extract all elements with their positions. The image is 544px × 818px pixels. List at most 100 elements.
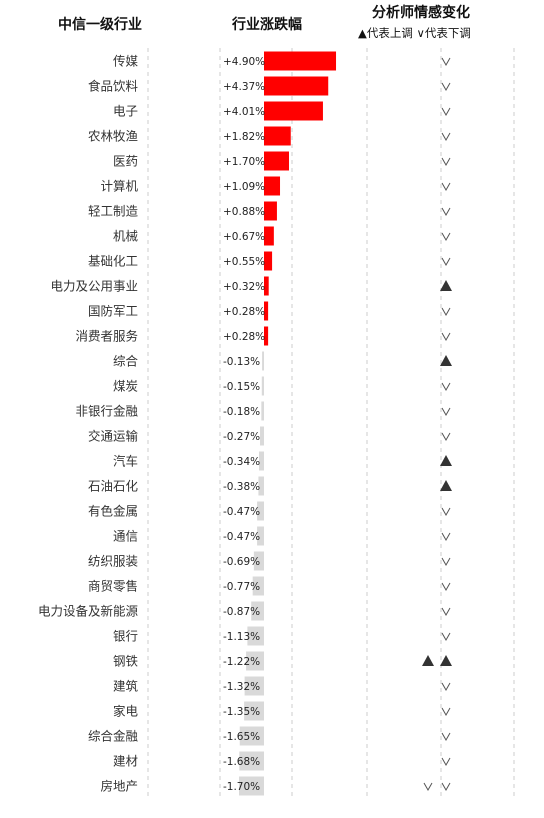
category-label: 传媒 bbox=[113, 54, 139, 69]
bar-positive bbox=[264, 51, 337, 71]
bar-positive bbox=[264, 76, 329, 96]
up-marker-icon bbox=[440, 280, 452, 291]
bar-positive bbox=[264, 276, 269, 296]
category-label: 建材 bbox=[113, 754, 138, 769]
down-marker-icon bbox=[441, 182, 451, 192]
change-header: 行业涨跌幅 bbox=[232, 17, 302, 33]
bar-negative bbox=[257, 526, 264, 546]
down-marker-icon bbox=[441, 557, 451, 567]
down-marker-icon bbox=[441, 257, 451, 267]
category-label: 机械 bbox=[113, 229, 139, 244]
value-label: +4.01% bbox=[223, 106, 265, 118]
bar-negative bbox=[260, 426, 264, 446]
bar-positive bbox=[264, 201, 277, 221]
value-label: -0.47% bbox=[223, 506, 260, 518]
down-marker-icon bbox=[441, 582, 451, 592]
category-label: 电子 bbox=[113, 104, 138, 119]
bar-negative bbox=[239, 726, 264, 746]
down-marker-icon bbox=[441, 507, 451, 517]
value-label: -0.47% bbox=[223, 531, 260, 543]
value-label: -0.13% bbox=[223, 356, 260, 368]
bar-negative bbox=[258, 476, 264, 496]
value-label: -0.27% bbox=[223, 431, 260, 443]
value-label: -1.65% bbox=[223, 731, 260, 743]
up-marker-icon bbox=[422, 655, 434, 666]
value-label: +1.82% bbox=[223, 131, 265, 143]
down-marker-icon bbox=[441, 207, 451, 217]
value-label: +4.90% bbox=[223, 56, 265, 68]
bar-positive bbox=[264, 251, 273, 271]
value-label: +0.28% bbox=[223, 331, 265, 343]
category-label: 电力及公用事业 bbox=[50, 279, 138, 294]
category-label: 基础化工 bbox=[88, 254, 138, 269]
bar-negative bbox=[244, 676, 264, 696]
down-marker-icon bbox=[441, 432, 451, 442]
bar-negative bbox=[239, 751, 264, 771]
value-label: +0.88% bbox=[223, 206, 265, 218]
value-label: -0.69% bbox=[223, 556, 260, 568]
sentiment-header: 分析师情感变化 bbox=[372, 5, 470, 21]
value-label: -1.68% bbox=[223, 756, 260, 768]
category-label: 食品饮料 bbox=[88, 79, 139, 94]
category-label: 医药 bbox=[113, 154, 138, 169]
down-marker-icon bbox=[441, 757, 451, 767]
down-marker-icon bbox=[441, 682, 451, 692]
category-label: 国防军工 bbox=[88, 304, 138, 319]
industry-header: 中信一级行业 bbox=[58, 17, 142, 33]
down-marker-icon bbox=[441, 332, 451, 342]
value-label: +0.32% bbox=[223, 281, 265, 293]
bar-negative bbox=[261, 401, 264, 421]
value-label: +0.55% bbox=[223, 256, 265, 268]
down-marker-icon bbox=[441, 782, 451, 792]
down-marker-icon bbox=[441, 107, 451, 117]
value-label: -0.77% bbox=[223, 581, 260, 593]
value-label: -1.35% bbox=[223, 706, 260, 718]
down-marker-icon bbox=[441, 132, 451, 142]
bar-negative bbox=[257, 501, 264, 521]
down-marker-icon bbox=[441, 632, 451, 642]
bar-positive bbox=[264, 126, 291, 146]
bar-negative bbox=[247, 626, 264, 646]
bar-positive bbox=[264, 226, 274, 246]
category-label: 钢铁 bbox=[113, 654, 139, 669]
up-marker-icon bbox=[440, 455, 452, 466]
down-marker-icon bbox=[441, 732, 451, 742]
value-label: -1.13% bbox=[223, 631, 260, 643]
value-label: -1.32% bbox=[223, 681, 260, 693]
category-label: 非银行金融 bbox=[75, 404, 138, 419]
up-marker-icon bbox=[440, 480, 452, 491]
category-label: 农林牧渔 bbox=[88, 129, 138, 144]
bar-negative bbox=[244, 701, 264, 721]
value-label: +0.28% bbox=[223, 306, 265, 318]
bar-negative bbox=[261, 376, 264, 396]
bar-negative bbox=[246, 651, 264, 671]
category-label: 通信 bbox=[113, 529, 138, 544]
category-label: 汽车 bbox=[113, 454, 138, 469]
category-label: 轻工制造 bbox=[88, 204, 139, 219]
category-label: 石油石化 bbox=[88, 479, 139, 494]
bar-positive bbox=[264, 101, 323, 121]
value-label: -0.87% bbox=[223, 606, 260, 618]
category-label: 银行 bbox=[113, 629, 138, 644]
category-label: 交通运输 bbox=[88, 429, 139, 444]
bar-positive bbox=[264, 176, 281, 196]
category-label: 纺织服装 bbox=[88, 554, 138, 569]
bar-negative bbox=[259, 451, 264, 471]
down-marker-icon bbox=[441, 157, 451, 167]
down-marker-icon bbox=[441, 707, 451, 717]
value-label: +1.70% bbox=[223, 156, 265, 168]
down-marker-icon bbox=[441, 607, 451, 617]
bar-negative bbox=[253, 551, 264, 571]
category-label: 综合金融 bbox=[88, 729, 139, 744]
value-label: -0.38% bbox=[223, 481, 260, 493]
value-label: -0.18% bbox=[223, 406, 260, 418]
sentiment-legend: ▲代表上调 ∨代表下调 bbox=[358, 26, 471, 40]
bar-negative bbox=[251, 601, 264, 621]
up-marker-icon bbox=[440, 355, 452, 366]
category-label: 煤炭 bbox=[113, 379, 138, 394]
category-label: 有色金属 bbox=[88, 504, 138, 519]
category-label: 电力设备及新能源 bbox=[38, 604, 139, 619]
bar-positive bbox=[264, 301, 269, 321]
bar-negative bbox=[239, 776, 264, 796]
